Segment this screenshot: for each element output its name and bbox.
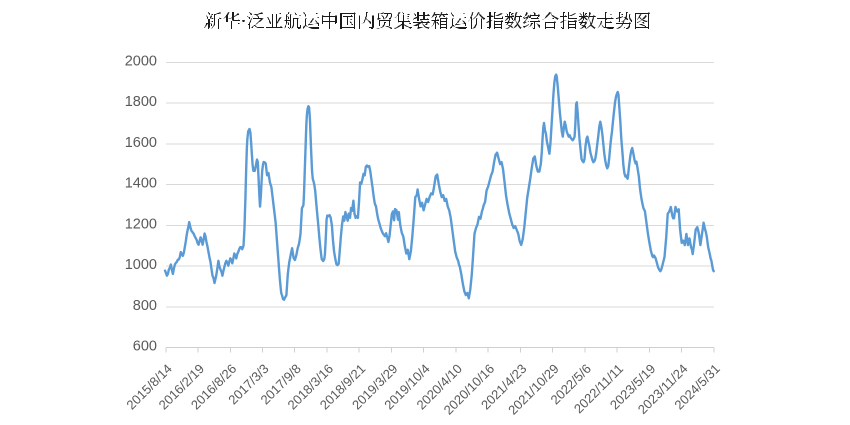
svg-text:1000: 1000 [125, 257, 157, 273]
svg-text:1200: 1200 [125, 216, 157, 232]
svg-text:1600: 1600 [125, 135, 157, 151]
svg-text:2000: 2000 [125, 53, 157, 69]
svg-text:600: 600 [133, 339, 157, 355]
svg-text:1400: 1400 [125, 176, 157, 192]
svg-text:1800: 1800 [125, 94, 157, 110]
svg-text:800: 800 [133, 298, 157, 314]
